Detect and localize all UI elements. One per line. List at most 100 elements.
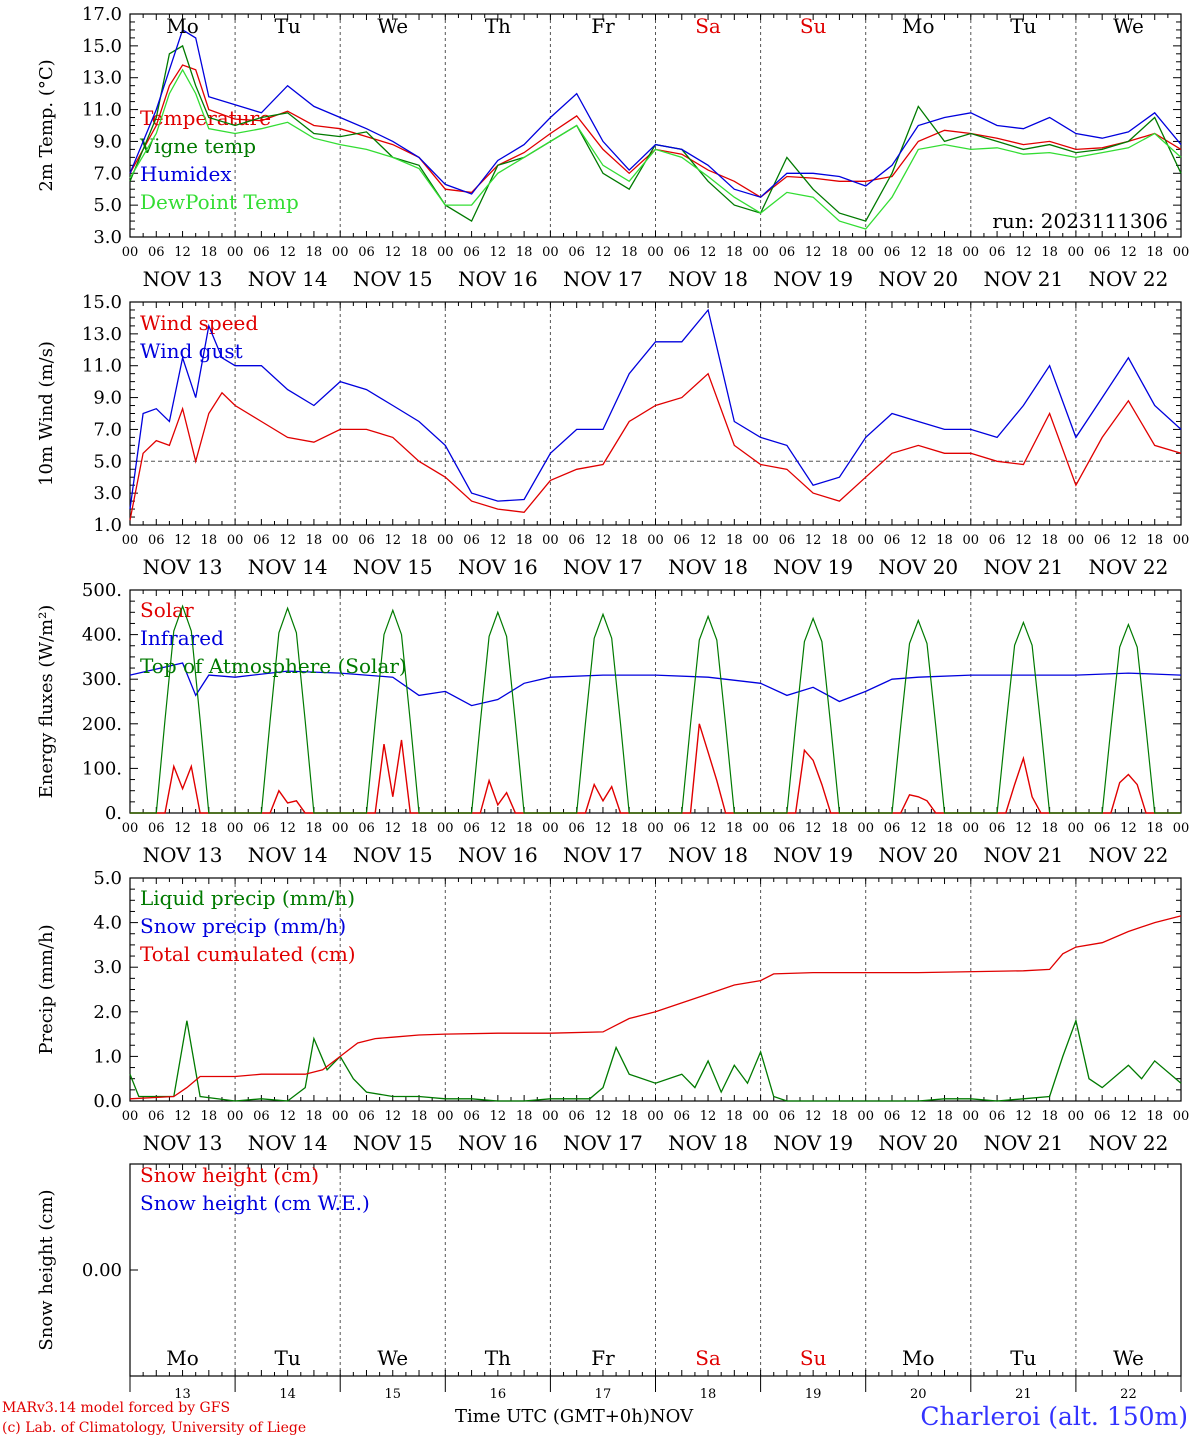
day-name: Mo — [902, 1346, 935, 1370]
day-name: We — [1113, 14, 1144, 38]
hour-tick-label: 12 — [174, 821, 191, 836]
date-label: NOV 16 — [458, 555, 538, 579]
y-tick-label: 200. — [82, 714, 122, 735]
date-label: NOV 17 — [563, 555, 643, 579]
hour-tick-label: 06 — [989, 821, 1006, 836]
hour-tick-label: 06 — [463, 245, 480, 260]
hour-tick-label: 00 — [1173, 533, 1190, 548]
legend-series-total-cumulated-cm: Total cumulated (cm) — [140, 942, 356, 966]
hour-tick-label: 06 — [779, 245, 796, 260]
hour-tick-label: 12 — [174, 533, 191, 548]
hour-tick-label: 18 — [411, 533, 428, 548]
hour-tick-label: 00 — [122, 245, 139, 260]
hour-tick-label: 18 — [726, 533, 743, 548]
hour-tick-label: 06 — [568, 245, 585, 260]
hour-tick-label: 00 — [857, 533, 874, 548]
hour-tick-label: 00 — [227, 533, 244, 548]
y-tick-label: 0.0 — [93, 1091, 122, 1112]
date-label: NOV 22 — [1089, 267, 1169, 291]
y-tick-label: 300. — [82, 669, 122, 690]
hour-tick-label: 12 — [1120, 533, 1137, 548]
y-tick-label: 17.0 — [82, 4, 122, 25]
day-name: We — [377, 14, 408, 38]
hour-tick-label: 00 — [332, 533, 349, 548]
date-label: NOV 13 — [143, 843, 223, 867]
legend-series-liquid-precip-mm-h: Liquid precip (mm/h) — [140, 886, 355, 910]
hour-tick-label: 00 — [227, 821, 244, 836]
series-top-of-atmosphere-solar — [130, 604, 1181, 814]
hour-tick-label: 00 — [752, 821, 769, 836]
legend-series-dewpoint-temp: DewPoint Temp — [140, 190, 299, 214]
y-axis-label: 10m Wind (m/s) — [36, 341, 57, 486]
y-tick-label: 9.0 — [93, 388, 122, 409]
day-name: Tu — [1010, 14, 1036, 38]
hour-tick-label: 00 — [122, 533, 139, 548]
hour-tick-label: 06 — [989, 245, 1006, 260]
hour-tick-label: 12 — [279, 245, 296, 260]
hour-tick-label: 00 — [857, 1109, 874, 1124]
hour-tick-label: 06 — [884, 245, 901, 260]
y-tick-label: 11.0 — [82, 356, 122, 377]
hour-tick-label: 18 — [621, 821, 638, 836]
series-infrared — [129, 662, 1182, 707]
hour-tick-label: 06 — [463, 533, 480, 548]
y-axis-label: Snow height (cm) — [36, 1189, 57, 1350]
hour-tick-label: 18 — [831, 245, 848, 260]
hour-tick-label: 12 — [384, 245, 401, 260]
hour-tick-label: 18 — [621, 533, 638, 548]
y-tick-label: 3.0 — [93, 957, 122, 978]
day-name: Mo — [902, 14, 935, 38]
hour-tick-label: 18 — [201, 245, 218, 260]
hour-tick-label: 06 — [568, 1109, 585, 1124]
hour-tick-label: 00 — [647, 1109, 664, 1124]
date-label: NOV 13 — [143, 1131, 223, 1155]
hour-tick-label: 00 — [332, 245, 349, 260]
hour-tick-label: 06 — [779, 1109, 796, 1124]
hour-tick-label: 06 — [674, 245, 691, 260]
hour-tick-label: 18 — [936, 245, 953, 260]
model-credit: MARv3.14 model forced by GFS — [2, 1400, 231, 1416]
day-number: 20 — [910, 1387, 927, 1402]
hour-tick-label: 06 — [148, 821, 165, 836]
date-label: NOV 21 — [983, 555, 1063, 579]
hour-tick-label: 06 — [148, 245, 165, 260]
hour-tick-label: 00 — [963, 533, 980, 548]
day-number: 15 — [384, 1387, 401, 1402]
y-axis-label: Precip (mm/h) — [36, 924, 57, 1054]
date-label: NOV 22 — [1089, 843, 1169, 867]
date-label: NOV 16 — [458, 843, 538, 867]
y-tick-label: 2.0 — [93, 1002, 122, 1023]
series-wind-gust — [129, 308, 1182, 510]
hour-tick-label: 00 — [752, 1109, 769, 1124]
hour-tick-label: 18 — [831, 821, 848, 836]
y-axis-label: 2m Temp. (°C) — [36, 59, 57, 191]
date-label: NOV 20 — [878, 267, 958, 291]
date-label: NOV 16 — [458, 1131, 538, 1155]
hour-tick-label: 00 — [963, 1109, 980, 1124]
hour-tick-label: 12 — [490, 533, 507, 548]
hour-tick-label: 00 — [542, 1109, 559, 1124]
hour-tick-label: 12 — [384, 1109, 401, 1124]
hour-tick-label: 06 — [358, 1109, 375, 1124]
hour-tick-label: 06 — [1094, 821, 1111, 836]
hour-tick-label: 06 — [148, 1109, 165, 1124]
day-name: We — [377, 1346, 408, 1370]
series-liquid-precip-mm-h — [129, 1018, 1182, 1102]
date-label: NOV 14 — [248, 555, 328, 579]
hour-tick-label: 18 — [1146, 245, 1163, 260]
hour-tick-label: 12 — [279, 1109, 296, 1124]
y-tick-label: 0.00 — [82, 1260, 122, 1281]
day-name: Sa — [695, 1346, 721, 1370]
hour-tick-label: 12 — [490, 821, 507, 836]
day-name: Th — [485, 1346, 511, 1370]
day-name: Th — [485, 14, 511, 38]
date-label: NOV 14 — [248, 267, 328, 291]
hour-tick-label: 12 — [279, 821, 296, 836]
hour-tick-label: 12 — [805, 1109, 822, 1124]
date-label: NOV 13 — [143, 555, 223, 579]
date-label: NOV 20 — [878, 1131, 958, 1155]
hour-tick-label: 06 — [463, 1109, 480, 1124]
hour-tick-label: 18 — [516, 533, 533, 548]
date-label: NOV 17 — [563, 1131, 643, 1155]
